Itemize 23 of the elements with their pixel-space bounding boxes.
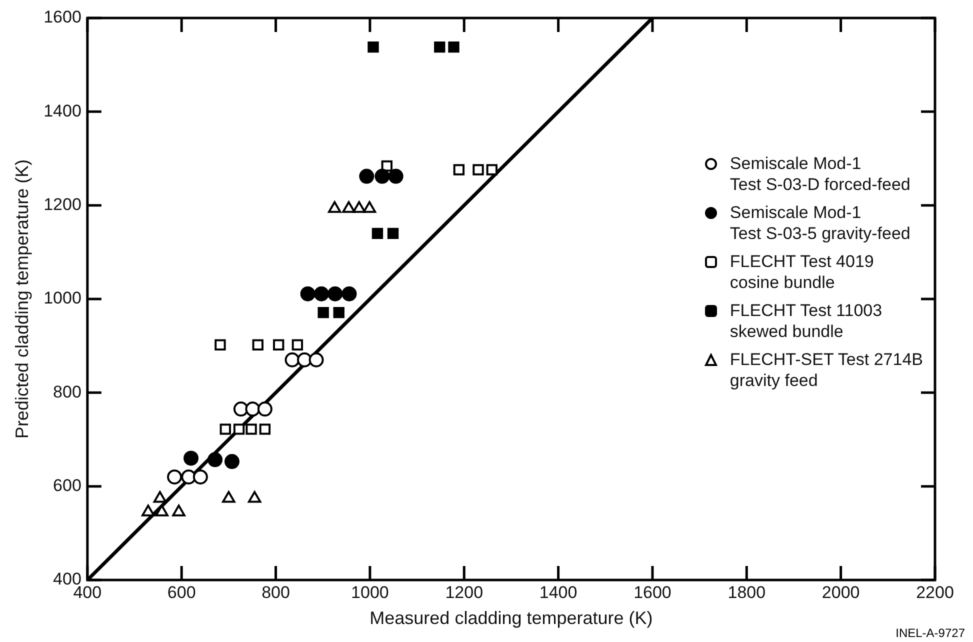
x-tick-label: 2200	[916, 582, 954, 602]
legend-label: FLECHT Test 11003 skewed bundle	[730, 300, 882, 342]
y-tick-label: 1000	[44, 288, 82, 308]
x-tick-label: 1800	[728, 582, 766, 602]
legend-label: Semiscale Mod-1 Test S-03-5 gravity-feed	[730, 202, 910, 244]
y-tick-label: 1600	[44, 8, 82, 27]
x-tick-label: 2000	[822, 582, 860, 602]
y-axis-title: Predicted cladding temperature (K)	[12, 159, 32, 439]
y-tick-label: 600	[53, 476, 82, 496]
x-tick-label: 1400	[539, 582, 578, 602]
legend-label: FLECHT-SET Test 2714B gravity feed	[730, 348, 923, 391]
legend-label: FLECHT Test 4019 cosine bundle	[730, 250, 874, 293]
x-tick-label: 1200	[445, 582, 484, 602]
y-tick-label: 1200	[44, 195, 82, 214]
text: INEL-A-9727	[896, 626, 965, 640]
x-tick-label: 1600	[634, 582, 672, 602]
x-tick-label: 600	[167, 582, 196, 602]
y-tick-label: 1400	[44, 101, 82, 120]
y-tick-label: 800	[53, 382, 82, 402]
legend-label: Semiscale Mod-1 Test S-03-D forced-feed	[730, 152, 910, 195]
x-tick-label: 1000	[351, 582, 389, 602]
x-tick-label: 800	[262, 582, 290, 602]
x-axis-title: Measured cladding temperature (K)	[370, 608, 653, 628]
